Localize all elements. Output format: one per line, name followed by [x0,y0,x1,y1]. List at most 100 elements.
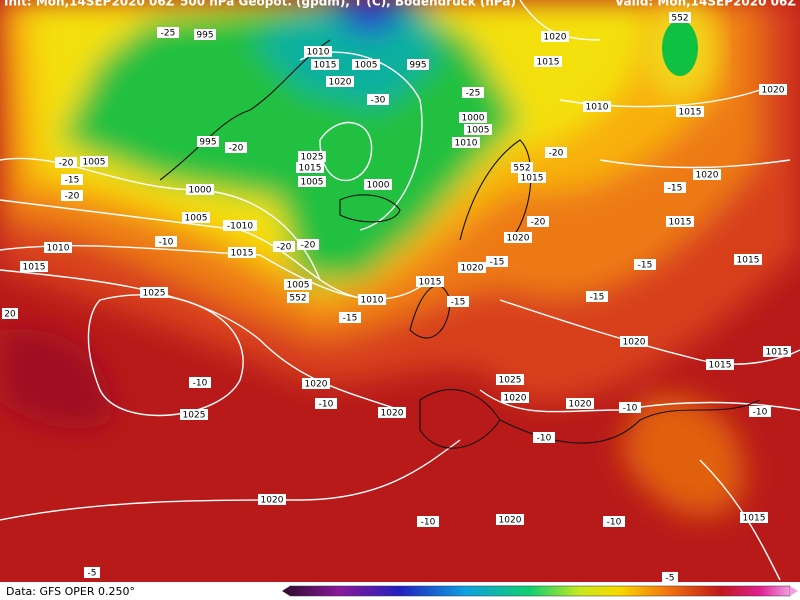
label-box [298,151,326,162]
label-box [527,216,549,227]
label-box [486,256,508,267]
contour-label: -15 [590,293,605,303]
label-box [740,512,768,523]
contour-label: -15 [638,261,653,271]
contour-label: -20 [59,159,74,169]
contour-label: -15 [343,314,358,324]
contour-label: -1010 [227,222,253,232]
label-box [666,216,694,227]
label-box [61,174,83,185]
label-box [706,359,734,370]
contour-label: -20 [277,243,292,253]
label-box [759,84,787,95]
label-box [352,59,380,70]
label-box [619,402,641,413]
contour-label: 1015 [766,348,789,358]
label-box [182,212,210,223]
label-box [447,296,469,307]
label-box [620,336,648,347]
label-box [416,276,444,287]
contour-label: 552 [671,14,688,24]
label-box [534,56,562,67]
label-box [225,142,247,153]
label-box [501,392,529,403]
header: Init: Mon,14SEP2020 06Z 500 hPa Geopot. … [4,0,796,9]
contour-label: -20 [65,192,80,202]
contour-label: 552 [513,164,530,174]
label-box [511,162,533,173]
label-box [364,179,392,190]
label-box [44,242,72,253]
label-box [417,516,439,527]
label-box [504,232,532,243]
label-box [84,567,100,578]
color-bar-arrow [790,586,798,596]
contour-label: 1025 [499,376,522,386]
label-box [61,190,83,201]
contour-label: 1025 [143,289,166,299]
contour-label: -10 [319,400,334,410]
label-box [297,239,319,250]
label-box [545,147,567,158]
contour-label: 1020 [329,78,352,88]
contour-label: 1015 [669,218,692,228]
contour-label: 1020 [762,86,785,96]
contour-label: -15 [65,176,80,186]
contour-label: 1015 [679,108,702,118]
contour-label: 1015 [23,263,46,273]
contour-label: -10 [753,408,768,418]
label-box [603,516,625,527]
label-box [304,46,332,57]
label-box [273,241,295,252]
label-box [367,94,389,105]
contour-label: 1020 [461,264,484,274]
contour-label: 1000 [367,181,390,191]
contour-label: 1020 [381,409,404,419]
contour-label: 1020 [507,234,530,244]
label-box [189,377,211,388]
contour-label: 1015 [743,514,766,524]
label-box [378,407,406,418]
contour-label: -20 [531,218,546,228]
contour-label: 1005 [355,61,378,71]
label-box [287,292,309,303]
label-box [462,87,484,98]
label-box [496,514,524,525]
contour-label: 995 [199,138,216,148]
valid-time: Valid: Mon,14SEP2020 06Z [615,0,796,9]
contour-label: 1010 [455,139,478,149]
contour-label: 1020 [504,394,527,404]
contour-label: -25 [161,29,176,39]
contour-label: -15 [668,184,683,194]
contour-label: -10 [607,518,622,528]
contour-label: -30 [371,96,386,106]
contour-label: -5 [88,569,97,579]
contour-label: -25 [466,89,481,99]
contour-label: -15 [490,258,505,268]
contour-label: -20 [229,144,244,154]
contour-label: 1010 [47,244,70,254]
contour-label: 1015 [419,278,442,288]
contour-label: 1020 [544,33,567,43]
label-box [518,172,546,183]
label-box [298,176,326,187]
contour-label: 1015 [299,164,322,174]
contour-label: 1005 [185,214,208,224]
label-box [80,156,108,167]
label-box [194,29,216,40]
label-box [296,162,324,173]
contour-label: 995 [409,61,426,71]
label-box [459,112,487,123]
label-box [20,261,48,272]
label-box [339,312,361,323]
contour-label: 1025 [301,153,324,163]
label-box [284,279,312,290]
data-source: Data: GFS OPER 0.250° [6,585,135,598]
label-box [258,494,286,505]
contour-label: 1015 [537,58,560,68]
contour-label: 1010 [586,103,609,113]
label-box [180,409,208,420]
contour-label: 1000 [462,114,485,124]
label-box [496,374,524,385]
contour-label: 1020 [499,516,522,526]
